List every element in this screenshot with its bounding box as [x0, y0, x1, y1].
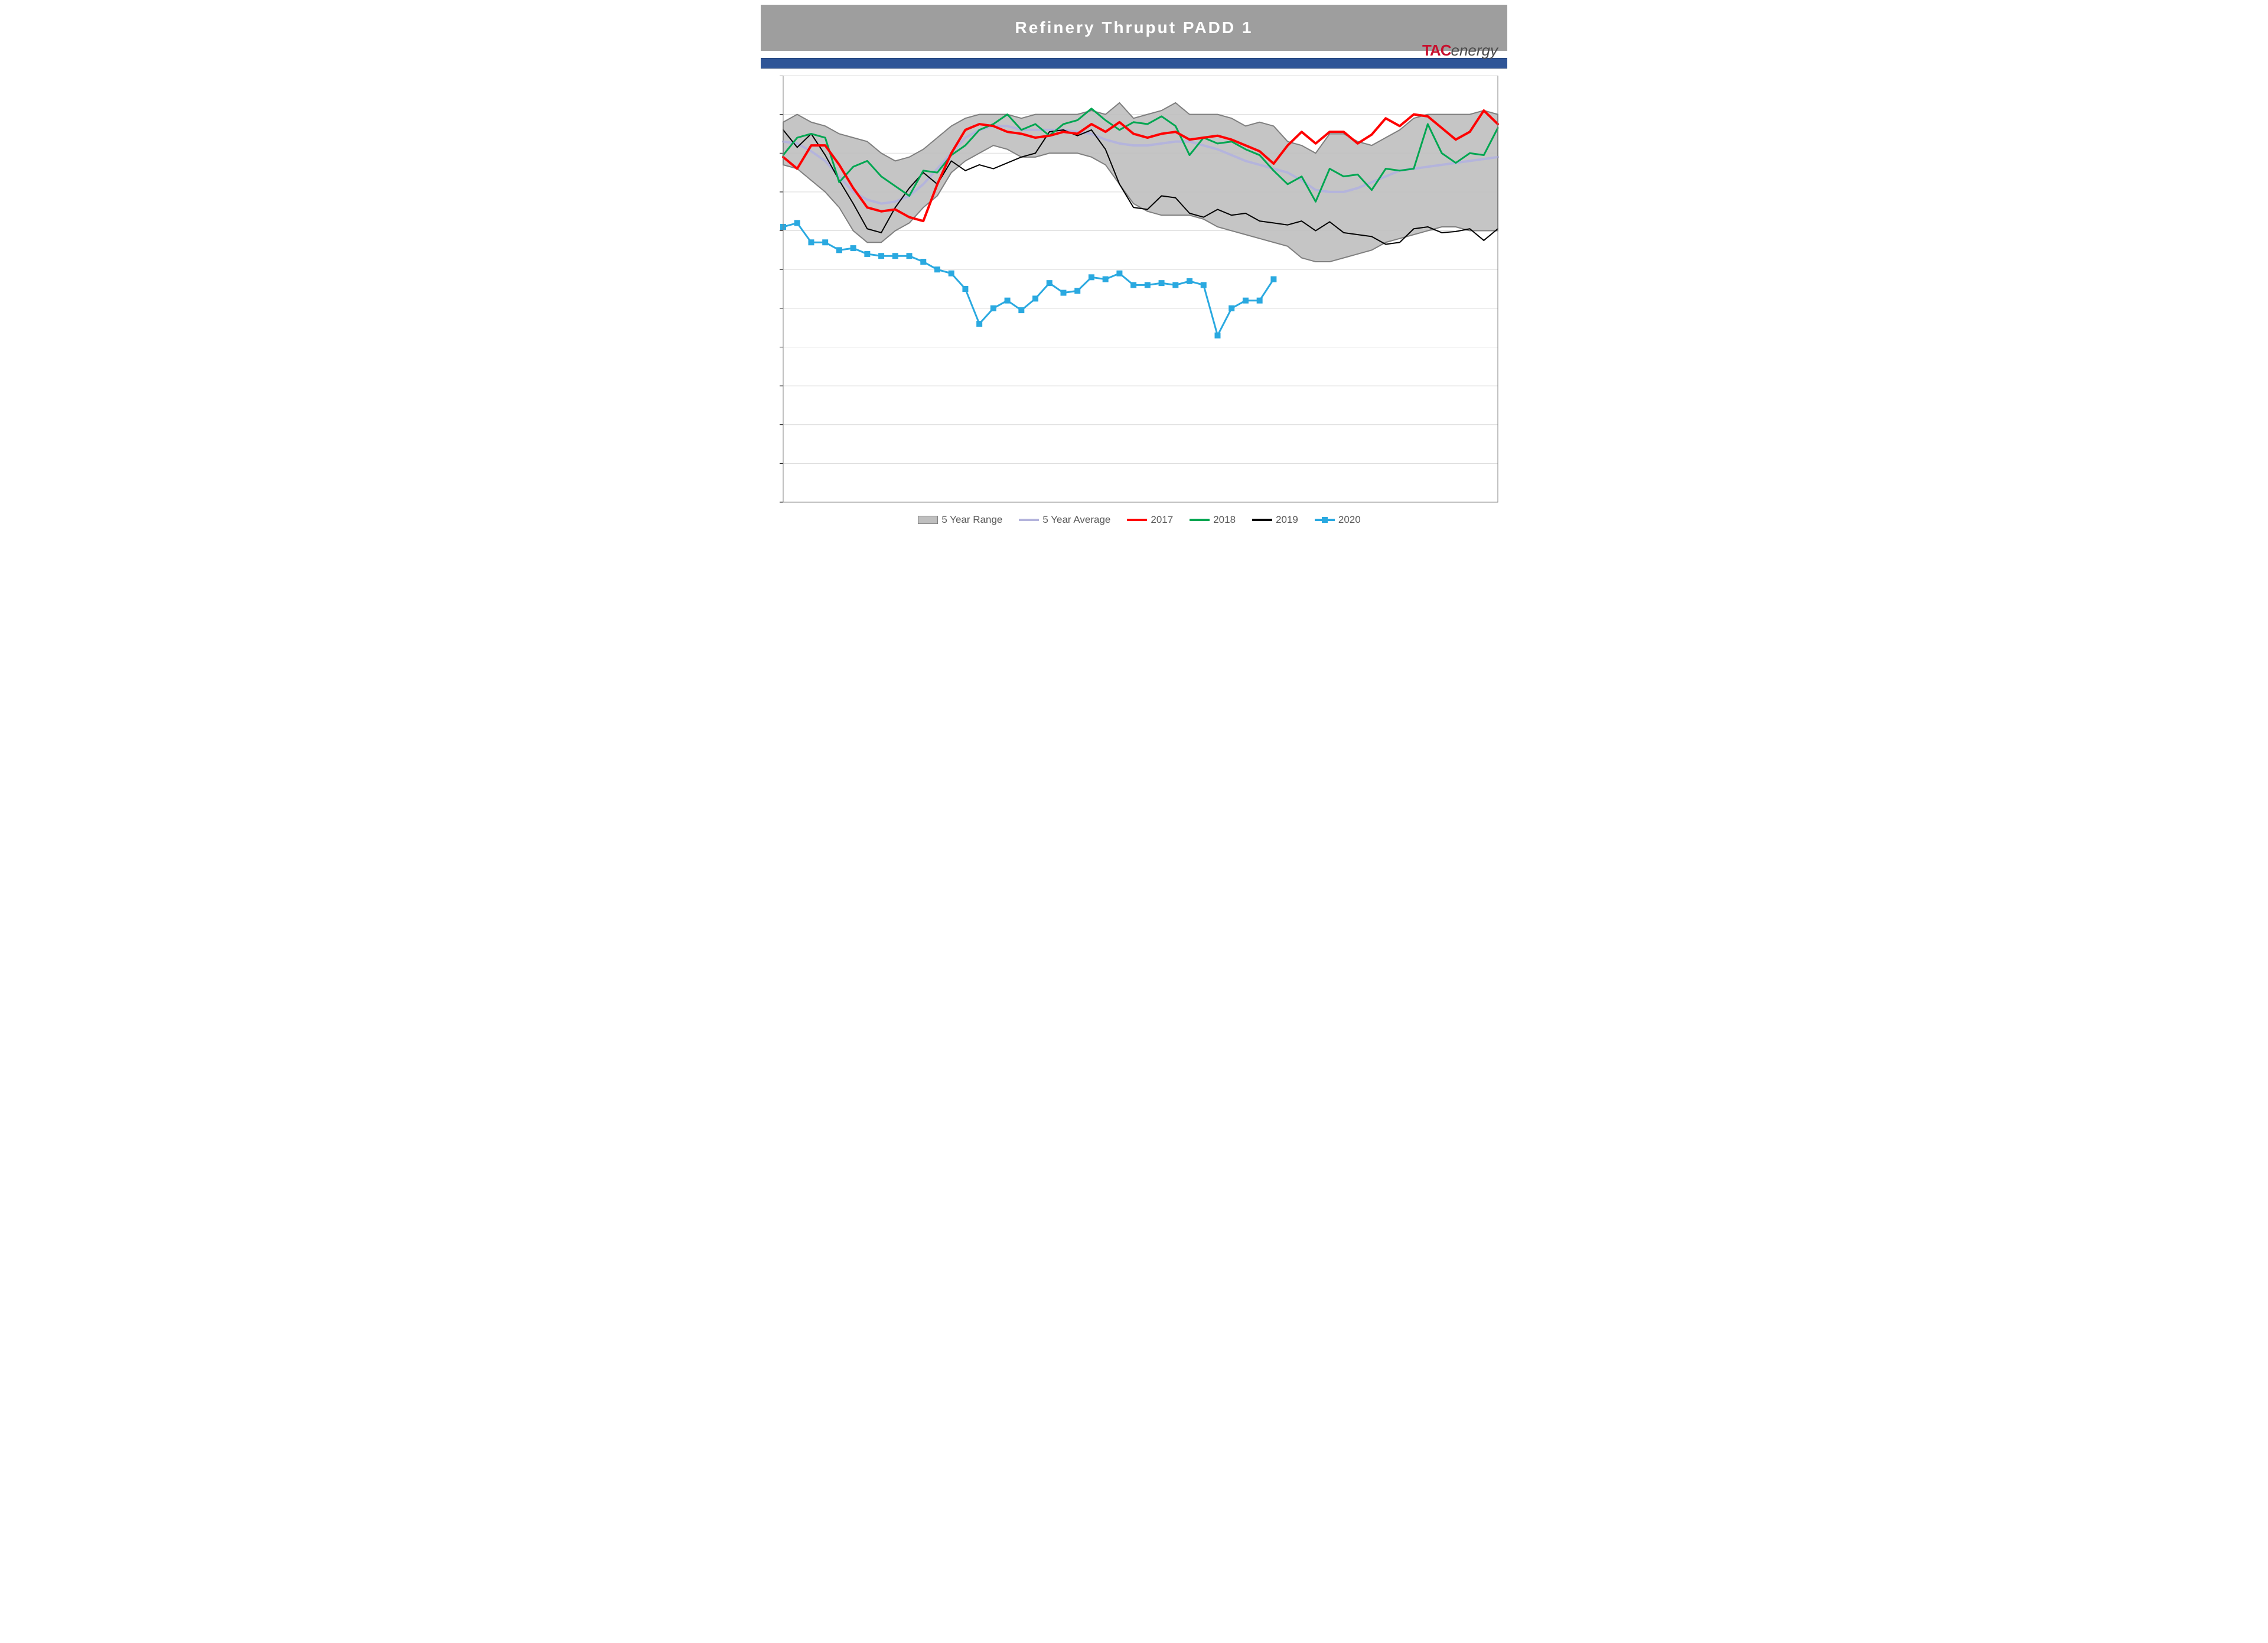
logo-tac: TAC	[1422, 41, 1451, 59]
chart-legend: 5 Year Range 5 Year Average 2017 2018 20…	[778, 514, 1500, 526]
legend-item-2019: 2019	[1252, 514, 1298, 526]
legend-swatch-avg	[1019, 519, 1039, 521]
legend-item-2018: 2018	[1190, 514, 1236, 526]
legend-swatch-2017	[1127, 519, 1147, 521]
chart-svg	[778, 76, 1500, 531]
chart-frame: Refinery Thruput PADD 1 TACenergy 5 Year…	[756, 0, 1512, 548]
legend-label-2020: 2020	[1338, 514, 1361, 526]
legend-label-2017: 2017	[1151, 514, 1173, 526]
legend-swatch-2020	[1315, 516, 1335, 524]
legend-item-2020: 2020	[1315, 514, 1361, 526]
legend-swatch-2018	[1190, 519, 1210, 521]
legend-label-range: 5 Year Range	[941, 514, 1002, 526]
legend-label-2019: 2019	[1276, 514, 1298, 526]
legend-swatch-range	[918, 516, 938, 524]
legend-item-avg: 5 Year Average	[1019, 514, 1110, 526]
legend-label-2018: 2018	[1213, 514, 1236, 526]
legend-label-avg: 5 Year Average	[1042, 514, 1110, 526]
legend-item-2017: 2017	[1127, 514, 1173, 526]
tac-energy-logo: TACenergy	[1422, 41, 1498, 60]
chart-plot-area: 5 Year Range 5 Year Average 2017 2018 20…	[778, 76, 1500, 531]
logo-energy: energy	[1451, 41, 1498, 59]
legend-swatch-2019	[1252, 519, 1272, 521]
chart-title: Refinery Thruput PADD 1	[1015, 18, 1253, 37]
legend-item-range: 5 Year Range	[918, 514, 1002, 526]
header-bar: Refinery Thruput PADD 1	[761, 5, 1507, 51]
header-blue-stripe	[761, 58, 1507, 69]
